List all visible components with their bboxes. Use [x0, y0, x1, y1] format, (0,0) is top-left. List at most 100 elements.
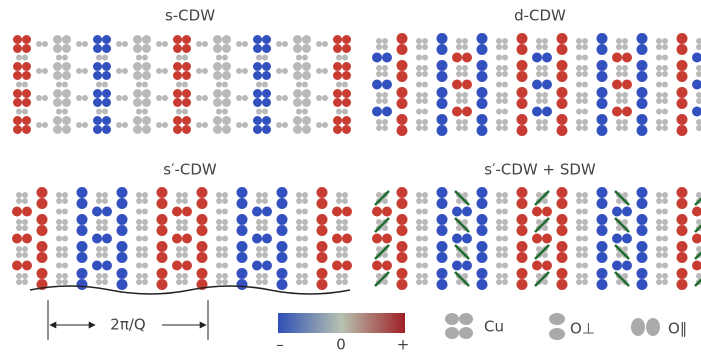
- cu-orbital: [256, 279, 262, 285]
- cu-orbital: [656, 246, 662, 252]
- o-orbital: [532, 261, 542, 271]
- o-orbital: [322, 68, 328, 74]
- cu-orbital: [616, 119, 622, 125]
- cu-orbital: [16, 219, 22, 225]
- cu-orbital: [342, 35, 351, 44]
- cu-orbital: [133, 89, 142, 98]
- panel-title: s′-CDW + SDW: [484, 161, 596, 179]
- cu-orbital: [662, 71, 668, 77]
- cu-orbital: [222, 44, 231, 53]
- o-orbital: [36, 122, 42, 128]
- cu-orbital: [262, 125, 271, 134]
- cu-orbital: [182, 252, 188, 258]
- o-orbital: [302, 263, 308, 269]
- o-orbital: [576, 263, 582, 269]
- o-orbital: [36, 95, 42, 101]
- o-orbital: [637, 252, 648, 263]
- cu-orbital: [256, 252, 262, 258]
- o-orbital: [77, 214, 88, 225]
- cu-orbital: [662, 252, 668, 258]
- cu-orbital: [16, 273, 22, 279]
- cu-orbital: [176, 246, 182, 252]
- cu-orbital: [142, 273, 148, 279]
- o-orbital: [477, 44, 488, 55]
- cu-orbital: [293, 98, 302, 107]
- cu-orbital: [416, 98, 422, 104]
- legend-label: O∥: [668, 320, 687, 338]
- cu-orbital: [302, 125, 311, 134]
- cu-orbital: [502, 92, 508, 98]
- cu-orbital: [656, 38, 662, 44]
- cu-orbital: [502, 219, 508, 225]
- o-orbital: [677, 252, 688, 263]
- cu-orbital: [662, 192, 668, 198]
- o-orbital: [222, 263, 228, 269]
- cu-orbital: [416, 92, 422, 98]
- cu-orbital: [216, 198, 222, 204]
- o-orbital: [397, 241, 408, 252]
- cu-orbital: [696, 65, 701, 71]
- cu-orbital: [53, 116, 62, 125]
- o-orbital: [317, 241, 328, 252]
- o-orbital: [316, 95, 322, 101]
- o-orbital: [597, 214, 608, 225]
- o-orbital: [612, 207, 622, 217]
- o-orbital: [77, 241, 88, 252]
- cu-orbital: [536, 125, 542, 131]
- cu-orbital: [16, 246, 22, 252]
- o-orbital: [242, 41, 248, 47]
- cu-orbital: [182, 219, 188, 225]
- o-orbital: [156, 95, 162, 101]
- o-orbital: [42, 41, 48, 47]
- o-orbital: [176, 109, 182, 115]
- o-orbital: [256, 82, 262, 88]
- cu-orbital: [222, 252, 228, 258]
- o-orbital: [322, 41, 328, 47]
- cu-orbital: [62, 44, 71, 53]
- cu-orbital: [182, 225, 188, 231]
- cu-orbital: [542, 198, 548, 204]
- cu-orbital: [502, 225, 508, 231]
- o-orbital: [296, 236, 302, 242]
- cu-orbital: [376, 65, 382, 71]
- cu-orbital: [576, 125, 582, 131]
- o-orbital: [62, 55, 68, 61]
- cu-orbital: [582, 219, 588, 225]
- cu-orbital: [656, 44, 662, 50]
- o-orbital: [196, 95, 202, 101]
- cu-orbital: [656, 225, 662, 231]
- o-orbital: [22, 82, 28, 88]
- cu-orbital: [253, 62, 262, 71]
- cu-orbital: [302, 198, 308, 204]
- o-orbital: [116, 122, 122, 128]
- cu-orbital: [333, 89, 342, 98]
- o-orbital: [397, 87, 408, 98]
- cu-orbital: [302, 192, 308, 198]
- cu-orbital: [62, 252, 68, 258]
- cu-orbital: [96, 252, 102, 258]
- cu-orbital: [502, 198, 508, 204]
- o-orbital: [56, 263, 62, 269]
- cu-orbital: [576, 65, 582, 71]
- o-orbital: [117, 268, 128, 279]
- o-orbital: [496, 55, 502, 61]
- cu-orbital: [382, 71, 388, 77]
- cu-orbital: [376, 92, 382, 98]
- cu-orbital: [213, 35, 222, 44]
- cu-orbital: [62, 219, 68, 225]
- o-orbital: [117, 279, 128, 290]
- o-orbital: [62, 82, 68, 88]
- o-orbital: [422, 236, 428, 242]
- cu-orbital: [136, 273, 142, 279]
- o-orbital: [42, 122, 48, 128]
- o-orbital: [557, 268, 568, 279]
- o-orbital: [677, 187, 688, 198]
- cu-orbital: [582, 125, 588, 131]
- cu-orbital: [62, 225, 68, 231]
- cu-orbital: [53, 44, 62, 53]
- o-orbital: [197, 268, 208, 279]
- cu-orbital: [333, 71, 342, 80]
- cu-orbital: [262, 44, 271, 53]
- o-orbital: [296, 109, 302, 115]
- page: {"panels":[{"title":"s-CDW"},{"title":"d…: [0, 0, 701, 354]
